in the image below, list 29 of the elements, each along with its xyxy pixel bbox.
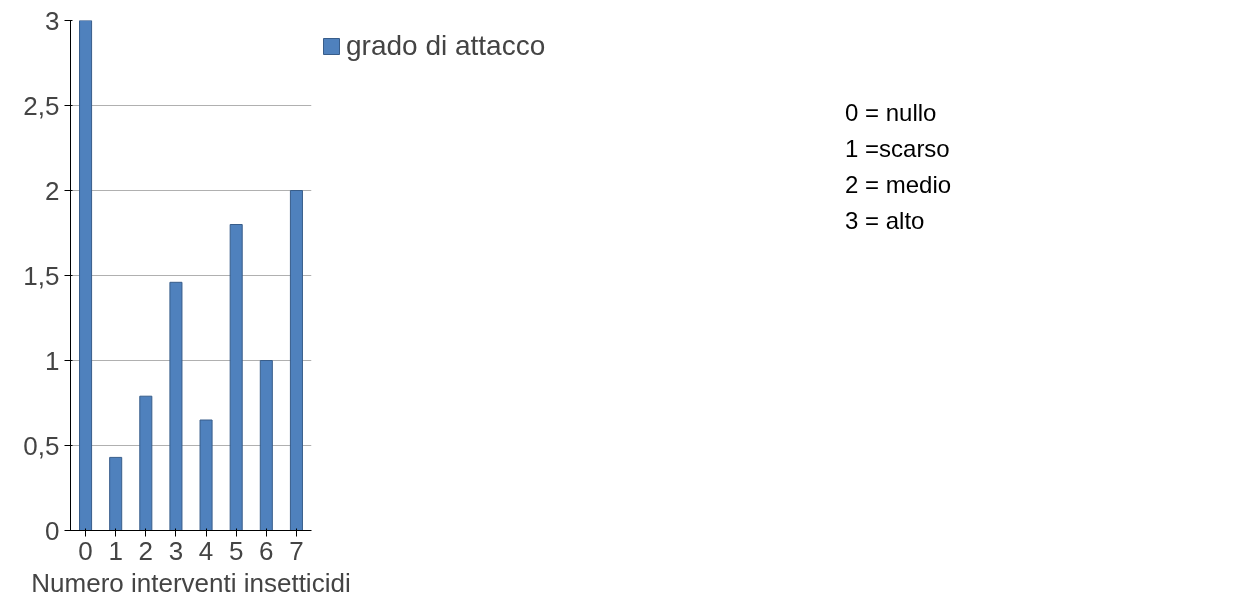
- x-axis-title: Numero interventi insetticidi: [31, 567, 351, 598]
- x-tick-label: 7: [289, 535, 304, 566]
- y-tick-label: 0: [45, 515, 60, 546]
- x-tick-label: 5: [228, 535, 244, 566]
- bar: [289, 190, 303, 531]
- x-tick-label: 1: [108, 535, 123, 566]
- y-tick-label: 1: [45, 345, 60, 376]
- bar: [259, 360, 273, 531]
- text: 1 =scarso: [845, 134, 951, 164]
- bar: [139, 395, 153, 531]
- x-tick-label: 6: [259, 535, 274, 566]
- bar: [109, 456, 123, 531]
- bar: [79, 20, 93, 531]
- legend-label: grado di attacco: [346, 30, 546, 62]
- x-tick-label: 3: [168, 535, 184, 566]
- bar: [229, 224, 243, 531]
- y-tick-label: 2,5: [23, 90, 60, 121]
- y-tick-label: 0,5: [23, 430, 60, 461]
- x-tick-label: 4: [198, 535, 214, 566]
- y-tick-label: 3: [45, 5, 60, 36]
- text: 2 = medio: [845, 170, 952, 200]
- text: 3 = alto: [845, 206, 926, 236]
- bar: [169, 281, 183, 531]
- y-tick-label: 1,5: [23, 260, 60, 291]
- x-tick-label: 0: [78, 535, 93, 566]
- bar: [199, 419, 213, 531]
- x-tick-label: 2: [138, 535, 154, 566]
- text: 0 = nullo: [845, 98, 938, 128]
- y-tick-label: 2: [45, 175, 60, 206]
